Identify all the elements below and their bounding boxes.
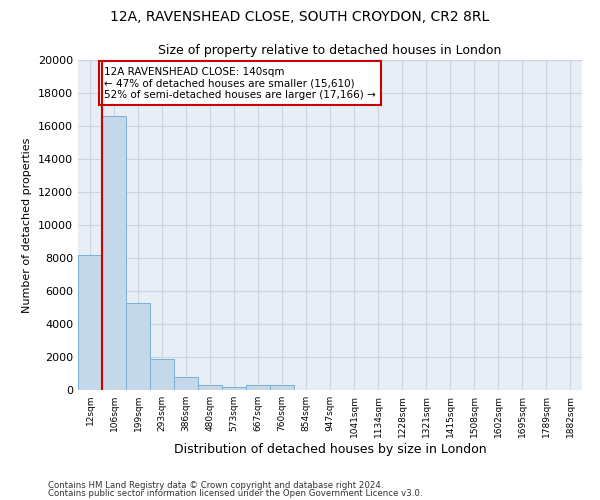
X-axis label: Distribution of detached houses by size in London: Distribution of detached houses by size … bbox=[173, 442, 487, 456]
Text: 12A RAVENSHEAD CLOSE: 140sqm
← 47% of detached houses are smaller (15,610)
52% o: 12A RAVENSHEAD CLOSE: 140sqm ← 47% of de… bbox=[104, 66, 376, 100]
Bar bbox=[150, 360, 174, 390]
Title: Size of property relative to detached houses in London: Size of property relative to detached ho… bbox=[158, 44, 502, 58]
Bar bbox=[198, 385, 222, 390]
Text: Contains public sector information licensed under the Open Government Licence v3: Contains public sector information licen… bbox=[48, 488, 422, 498]
Bar bbox=[102, 116, 126, 390]
Bar bbox=[246, 385, 270, 390]
Bar bbox=[78, 254, 102, 390]
Text: Contains HM Land Registry data © Crown copyright and database right 2024.: Contains HM Land Registry data © Crown c… bbox=[48, 481, 383, 490]
Bar bbox=[270, 385, 294, 390]
Text: 12A, RAVENSHEAD CLOSE, SOUTH CROYDON, CR2 8RL: 12A, RAVENSHEAD CLOSE, SOUTH CROYDON, CR… bbox=[110, 10, 490, 24]
Y-axis label: Number of detached properties: Number of detached properties bbox=[22, 138, 32, 312]
Bar bbox=[126, 302, 150, 390]
Bar bbox=[174, 377, 198, 390]
Bar bbox=[222, 386, 246, 390]
